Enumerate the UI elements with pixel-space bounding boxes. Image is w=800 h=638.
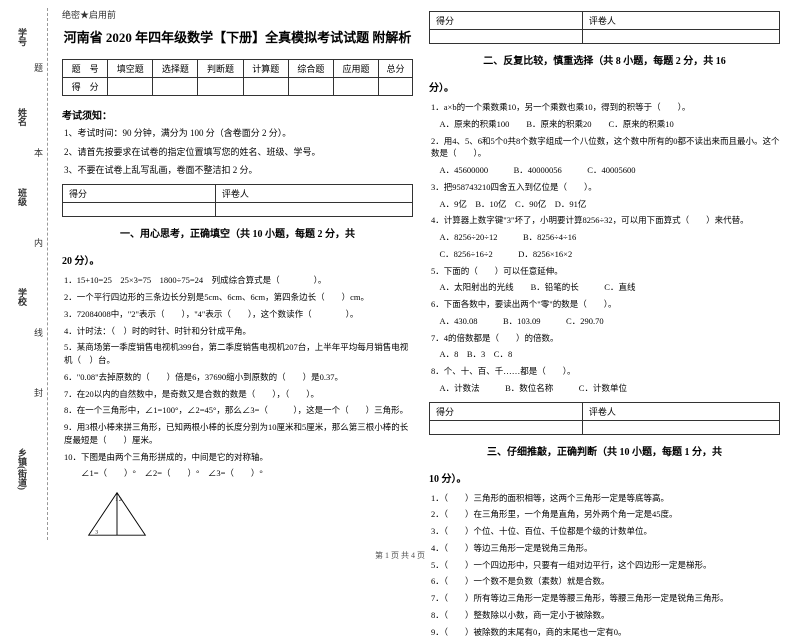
grader-label: 得分 <box>430 12 583 30</box>
question: 3．72084008中，"2"表示（ ），"4"表示（ ），这个数读作（ ）。 <box>64 308 413 321</box>
question: 3．（ ）个位、十位、百位、千位都是个级的计数单位。 <box>431 525 780 538</box>
score-header: 计算题 <box>243 60 288 78</box>
option: A．原来的积乘100 B．原来的积乘20 C．原来的积乘10 <box>431 118 780 131</box>
question: 7．4的倍数都是（ ）的倍数。 <box>431 332 780 345</box>
grader-label: 得分 <box>63 185 216 203</box>
score-header: 题 号 <box>63 60 108 78</box>
question: 6．下面各数中，要读出两个"零"的数是（ ）。 <box>431 298 780 311</box>
score-header: 应用题 <box>333 60 378 78</box>
grader-label: 评卷人 <box>215 185 412 203</box>
grader-box: 得分 评卷人 <box>429 402 780 435</box>
gutter-mark: 内 <box>32 238 45 247</box>
question: 5．下面的（ ）可以任意延伸。 <box>431 265 780 278</box>
triangle-diagram: 1 2 3 <box>82 488 152 540</box>
question: 8．在一个三角形中，∠1=100°，∠2=45°，那么∠3=（ ），这是一个（ … <box>64 404 413 417</box>
question: ∠1=（ ）° ∠2=（ ）° ∠3=（ ）° <box>64 467 413 480</box>
option: A．计数法 B．数位名称 C．计数单位 <box>431 382 780 395</box>
question: 4．计算器上数字键"3"坏了，小明要计算8256÷32，可以用下面算式（ ）来代… <box>431 214 780 227</box>
section-3-title: 三、仔细推敲，正确判断（共 10 小题，每题 1 分，共 <box>429 445 780 460</box>
score-table: 题 号 填空题 选择题 判断题 计算题 综合题 应用题 总分 得 分 <box>62 59 413 96</box>
left-column: 绝密★启用前 河南省 2020 年四年级数学【下册】全真模拟考试试题 附解析 题… <box>54 8 421 540</box>
question: 10．下图是由两个三角形拼成的，中间是它的对称轴。 <box>64 451 413 464</box>
grader-cell <box>430 30 583 44</box>
score-cell <box>243 78 288 96</box>
section-1-points: 20 分）。 <box>62 252 413 267</box>
score-cell <box>288 78 333 96</box>
section-2-title: 二、反复比较，慎重选择（共 8 小题，每题 2 分，共 16 <box>429 54 780 69</box>
grader-label: 评卷人 <box>582 12 779 30</box>
section-2-points: 分）。 <box>429 79 780 94</box>
svg-text:2: 2 <box>119 497 122 503</box>
question: 9．用3根小棒来拼三角形，已知两根小棒的长度分别为10厘米和5厘米，那么第三根小… <box>64 421 413 447</box>
gutter-label-class: 班级 <box>16 188 29 206</box>
exam-title: 河南省 2020 年四年级数学【下册】全真模拟考试试题 附解析 <box>62 29 413 47</box>
question: 8．个、十、百、千……都是（ ）。 <box>431 365 780 378</box>
question: 7．在20以内的自然数中，是奇数又是合数的数是（ ），（ ）。 <box>64 388 413 401</box>
notice-item: 2、请首先按要求在试卷的指定位置填写您的姓名、班级、学号。 <box>64 145 413 159</box>
grader-cell <box>63 203 216 217</box>
gutter-mark: 本 <box>32 148 45 157</box>
grader-cell <box>430 420 583 434</box>
option: A．9亿 B．10亿 C．90亿 D．91亿 <box>431 198 780 211</box>
section-1-title: 一、用心思考，正确填空（共 10 小题，每题 2 分，共 <box>62 227 413 242</box>
question: 6．（ ）一个数不是负数（素数）就是合数。 <box>431 575 780 588</box>
gutter-label-id: 学号 <box>16 28 29 46</box>
grader-label: 得分 <box>430 402 583 420</box>
secret-label: 绝密★启用前 <box>62 8 413 21</box>
notice-title: 考试须知： <box>62 107 413 122</box>
binding-gutter: 学号 姓名 班级 学校 乡镇(街道) 题 本 内 线 封 <box>12 8 48 540</box>
grader-label: 评卷人 <box>582 402 779 420</box>
grader-cell <box>215 203 412 217</box>
score-header: 综合题 <box>288 60 333 78</box>
page-footer: 第 1 页 共 4 页 <box>0 550 800 561</box>
score-row-label: 得 分 <box>63 78 108 96</box>
question: 9．（ ）被除数的末尾有0，商的末尾也一定有0。 <box>431 626 780 638</box>
notice-item: 3、不要在试卷上乱写乱画，卷面不整洁扣 2 分。 <box>64 163 413 177</box>
score-cell <box>379 78 413 96</box>
question: 7．（ ）所有等边三角形一定是等腰三角形，等腰三角形一定是锐角三角形。 <box>431 592 780 605</box>
right-column: 得分 评卷人 二、反复比较，慎重选择（共 8 小题，每题 2 分，共 16 分）… <box>421 8 788 540</box>
score-header: 总分 <box>379 60 413 78</box>
grader-box: 得分 评卷人 <box>429 11 780 44</box>
gutter-mark: 题 <box>32 63 45 72</box>
score-cell <box>153 78 198 96</box>
option: A．8256÷20÷12 B．8256÷4÷16 <box>431 231 780 244</box>
svg-text:3: 3 <box>95 529 98 535</box>
gutter-label-name: 姓名 <box>16 108 29 126</box>
score-cell <box>333 78 378 96</box>
option: C．8256÷16÷2 D．8256×16×2 <box>431 248 780 261</box>
option: A．45600000 B．40000056 C．40005600 <box>431 164 780 177</box>
score-header: 判断题 <box>198 60 243 78</box>
gutter-mark: 线 <box>32 328 45 337</box>
score-cell <box>198 78 243 96</box>
grader-box: 得分 评卷人 <box>62 184 413 217</box>
question: 6．"0.08"去掉原数的（ ）倍是6，37690缩小到原数的（ ）是0.37。 <box>64 371 413 384</box>
question: 8．（ ）整数除以小数，商一定小于被除数。 <box>431 609 780 622</box>
grader-cell <box>582 30 779 44</box>
section-3-points: 10 分）。 <box>429 470 780 485</box>
notice-item: 1、考试时间：90 分钟，满分为 100 分（含卷面分 2 分）。 <box>64 126 413 140</box>
question: 1．a×b的一个乘数乘10，另一个乘数也乘10，得到的积等于（ ）。 <box>431 101 780 114</box>
question: 4．计时法：（ ）时的时针、时针和分针成平角。 <box>64 325 413 338</box>
question: 5．某商场第一季度销售电视机399台，第二季度销售电视机207台，上半年平均每月… <box>64 341 413 367</box>
grader-cell <box>582 420 779 434</box>
score-header: 填空题 <box>108 60 153 78</box>
question: 2．用4、5、6和5个0共8个数字组成一个八位数，这个数中所有的0都不读出来而且… <box>431 135 780 161</box>
gutter-label-town: 乡镇(街道) <box>16 448 29 490</box>
score-cell <box>108 78 153 96</box>
option: A．8 B．3 C．8 <box>431 348 780 361</box>
svg-text:1: 1 <box>115 497 118 503</box>
question: 2．（ ）在三角形里，一个角是直角，另外两个角一定是45度。 <box>431 508 780 521</box>
question: 2．一个平行四边形的三条边长分别是5cm、6cm、6cm，第四条边长（ ）cm。 <box>64 291 413 304</box>
question: 3．把958743210四舍五入到亿位是（ ）。 <box>431 181 780 194</box>
option: A．430.08 B．103.09 C．290.70 <box>431 315 780 328</box>
question: 1．（ ）三角形的面积相等，这两个三角形一定是等底等高。 <box>431 492 780 505</box>
gutter-mark: 封 <box>32 388 45 397</box>
score-header: 选择题 <box>153 60 198 78</box>
option: A．太阳射出的光线 B．铅笔的长 C．直线 <box>431 281 780 294</box>
gutter-label-school: 学校 <box>16 288 29 306</box>
question: 1．15+10=25 25×3=75 1800÷75=24 列成综合算式是（ ）… <box>64 274 413 287</box>
